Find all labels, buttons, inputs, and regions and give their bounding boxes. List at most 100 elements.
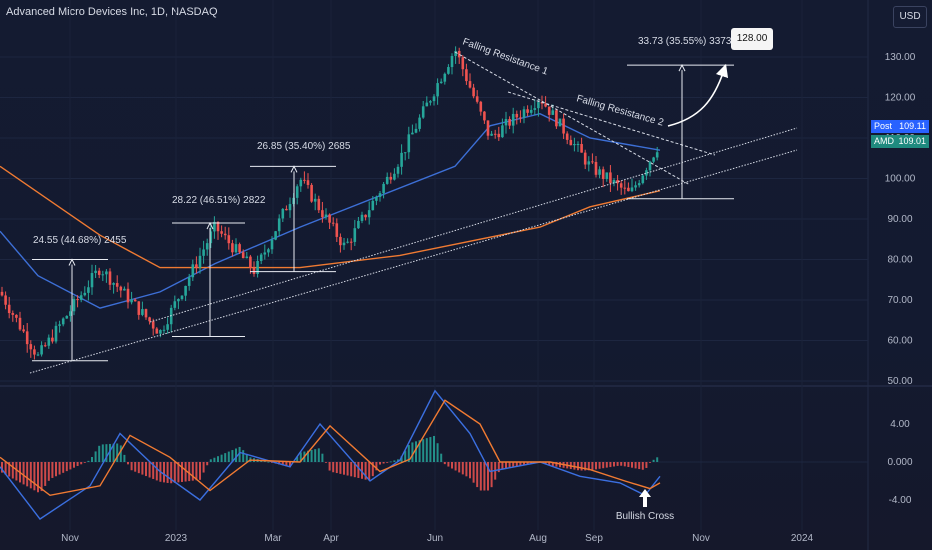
- macd-hist-bar-up: [242, 450, 245, 462]
- candle-up: [605, 172, 609, 179]
- macd-hist-bar-down: [479, 462, 482, 491]
- macd-hist-bar-up: [112, 443, 115, 462]
- candle-up: [245, 256, 249, 259]
- candle-up: [141, 309, 144, 315]
- candle-down: [306, 180, 310, 185]
- macd-hist-bar-down: [353, 462, 356, 478]
- candle-down: [497, 133, 501, 138]
- macd-hist-bar-down: [173, 462, 176, 483]
- macd-hist-bar-down: [379, 462, 381, 465]
- macd-hist-bar-down: [130, 462, 133, 471]
- candle-up: [655, 152, 659, 158]
- currency-button[interactable]: USD: [893, 6, 927, 28]
- macd-hist-bar-down: [47, 462, 50, 481]
- macd-hist-bar-down: [62, 462, 65, 473]
- macd-hist-bar-down: [346, 462, 349, 476]
- candle-down: [7, 304, 11, 314]
- post-label: Post: [874, 121, 893, 131]
- candle-down: [594, 161, 598, 175]
- macd-signal-line: [0, 399, 661, 497]
- macd-hist-bar-down: [620, 462, 623, 466]
- macd-hist-bar-down: [163, 462, 165, 483]
- candle-up: [432, 96, 436, 102]
- y-tick-label: 120.00: [885, 93, 916, 104]
- candle-up: [645, 170, 648, 176]
- candle-down: [126, 288, 130, 303]
- macd-hist-bar-down: [368, 462, 371, 481]
- macd-hist-bar-down: [573, 462, 576, 470]
- macd-hist-bar-down: [170, 462, 173, 484]
- candle-up: [202, 249, 205, 256]
- macd-hist-bar-down: [271, 462, 273, 463]
- candle-down: [144, 309, 148, 318]
- candle-down: [565, 133, 569, 140]
- macd-hist-bar-up: [87, 460, 90, 462]
- candle-down: [364, 214, 367, 218]
- candle-up: [533, 108, 537, 110]
- candle-down: [331, 222, 335, 224]
- macd-hist-bar-down: [37, 462, 39, 493]
- candle-down: [151, 321, 155, 329]
- candle-up: [90, 273, 94, 288]
- amd-value: 109.01: [898, 136, 926, 146]
- candle-up: [267, 249, 270, 253]
- candle-up: [270, 239, 274, 250]
- macd-hist-bar-up: [407, 445, 410, 462]
- candle-down: [349, 241, 353, 243]
- candle-down: [591, 161, 594, 163]
- macd-hist-bar-down: [206, 462, 209, 466]
- macd-hist-bar-up: [404, 450, 407, 462]
- candle-up: [371, 200, 375, 211]
- macd-hist-bar-down: [80, 462, 83, 465]
- candle-down: [310, 184, 313, 202]
- macd-hist-bar-down: [76, 462, 79, 466]
- candle-up: [173, 301, 177, 308]
- candle-up: [36, 354, 40, 356]
- macd-hist-bar-down: [544, 462, 547, 464]
- macd-hist-bar-up: [310, 449, 313, 462]
- candle-down: [544, 103, 547, 107]
- candle-up: [342, 242, 346, 246]
- macd-hist-bar-down: [591, 462, 594, 470]
- measure-arrow-head: [290, 165, 298, 173]
- macd-hist-bar-down: [577, 462, 579, 471]
- macd-hist-bar-down: [285, 462, 288, 467]
- x-tick-label: 2024: [791, 533, 814, 544]
- bullish-cross-label: Bullish Cross: [616, 511, 674, 522]
- macd-hist-bar-down: [501, 462, 504, 470]
- candle-down: [616, 179, 619, 184]
- macd-hist-bar-down: [184, 462, 187, 482]
- candle-up: [641, 175, 645, 184]
- macd-hist-bar-down: [641, 462, 644, 470]
- candle-up: [558, 118, 562, 127]
- macd-hist-bar-down: [598, 462, 601, 469]
- macd-hist-bar-down: [339, 462, 342, 474]
- candle-up: [256, 260, 259, 274]
- macd-hist-bar-down: [361, 462, 363, 479]
- ma200-line: [0, 165, 661, 269]
- macd-hist-bar-down: [645, 462, 648, 468]
- macd-y-tick-label: -4.00: [889, 495, 912, 506]
- candle-up: [587, 161, 591, 165]
- candle-up: [288, 204, 292, 211]
- macd-hist-bar-down: [461, 462, 464, 475]
- macd-hist-bar-down: [83, 462, 86, 463]
- candle-down: [601, 169, 605, 179]
- candle-down: [547, 106, 551, 115]
- macd-hist-bar-up: [415, 441, 417, 462]
- candle-up: [281, 208, 285, 219]
- candle-up: [58, 324, 61, 326]
- macd-hist-bar-down: [181, 462, 183, 482]
- candle-down: [223, 233, 227, 236]
- candle-down: [580, 144, 583, 153]
- macd-hist-bar-down: [638, 462, 641, 470]
- candle-down: [4, 295, 7, 305]
- x-tick-label: Aug: [529, 533, 547, 544]
- candle-down: [328, 214, 331, 223]
- y-tick-label: 130.00: [885, 52, 916, 63]
- macd-hist-bar-down: [530, 462, 533, 464]
- macd-hist-bar-down: [382, 462, 385, 464]
- measure-arrow-head: [68, 258, 76, 266]
- candle-up: [630, 187, 634, 192]
